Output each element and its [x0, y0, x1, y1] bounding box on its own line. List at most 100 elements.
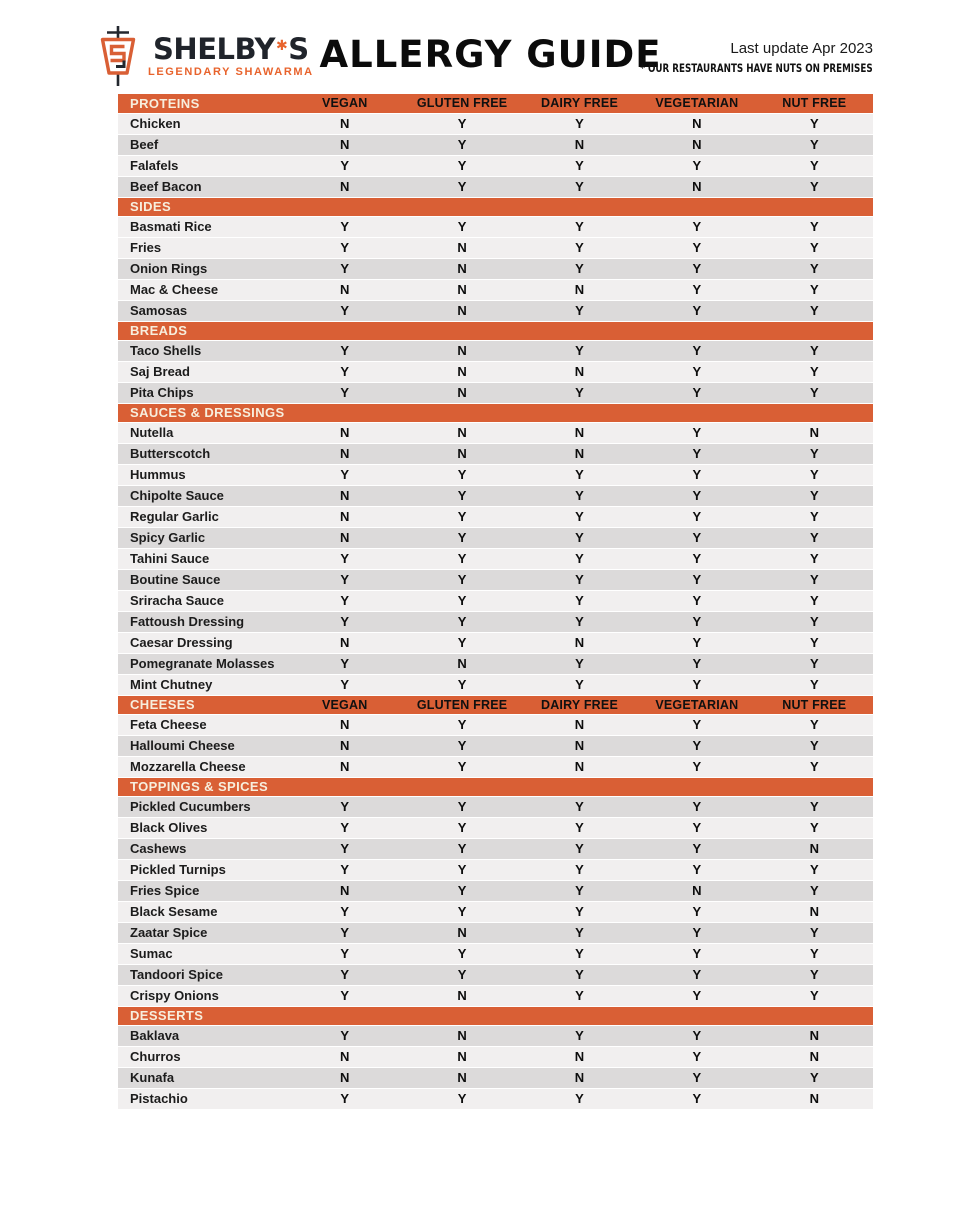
allergy-value: Y — [755, 279, 873, 301]
allergy-value: Y — [755, 943, 873, 965]
allergy-value: Y — [638, 985, 756, 1007]
section-title: BREADS — [118, 321, 873, 341]
allergy-guide-table-wrap: PROTEINS VEGAN GLUTEN FREE DAIRY FREE VEGETA… — [118, 94, 873, 1110]
allergy-value: Y — [638, 796, 756, 818]
section-header-row: SAUCES & DRESSINGS — [118, 403, 873, 423]
allergy-value: Y — [520, 113, 639, 135]
allergy-value: N — [286, 1067, 404, 1089]
allergy-value: Y — [755, 485, 873, 507]
nuts-warning-note: * OUR RESTAURANTS HAVE NUTS ON PREMISES — [640, 61, 873, 75]
allergy-value: Y — [286, 569, 404, 591]
table-row: Boutine Sauce Y Y Y Y Y — [118, 569, 873, 591]
allergy-value: Y — [403, 859, 521, 881]
table-row: Pomegranate Molasses Y N Y Y Y — [118, 653, 873, 675]
allergy-value: Y — [403, 880, 521, 902]
allergy-value: Y — [520, 901, 639, 923]
allergy-value: N — [286, 1046, 404, 1068]
table-row: Chicken N Y Y N Y — [118, 113, 873, 135]
allergy-value: Y — [638, 279, 756, 301]
table-row: Pickled Cucumbers Y Y Y Y Y — [118, 796, 873, 818]
item-name: Sriracha Sauce — [118, 590, 286, 612]
allergy-value: Y — [755, 611, 873, 633]
allergy-value: Y — [286, 340, 404, 362]
item-name: Churros — [118, 1046, 286, 1068]
item-name: Basmati Rice — [118, 216, 286, 238]
allergy-value: Y — [520, 1025, 639, 1047]
allergy-value: Y — [638, 632, 756, 654]
allergy-value: N — [403, 340, 521, 362]
allergy-value: N — [520, 134, 639, 156]
shawarma-spit-icon — [100, 26, 136, 86]
allergy-value: Y — [755, 859, 873, 881]
allergy-value: Y — [286, 922, 404, 944]
allergy-value: N — [755, 901, 873, 923]
allergy-value: Y — [286, 590, 404, 612]
allergy-value: N — [403, 653, 521, 675]
allergy-value: N — [520, 1046, 639, 1068]
table-row: Chipolte Sauce N Y Y Y Y — [118, 485, 873, 507]
allergy-value: Y — [286, 155, 404, 177]
column-header: VEGETARIAN — [638, 695, 756, 715]
table-row: Hummus Y Y Y Y Y — [118, 464, 873, 486]
allergy-value: Y — [403, 735, 521, 757]
item-name: Black Olives — [118, 817, 286, 839]
allergy-value: Y — [755, 113, 873, 135]
allergy-value: N — [520, 279, 639, 301]
allergy-value: N — [286, 443, 404, 465]
item-name: Regular Garlic — [118, 506, 286, 528]
column-header: VEGAN — [286, 94, 404, 114]
allergy-value: N — [520, 756, 639, 778]
allergy-guide-table: PROTEINS VEGAN GLUTEN FREE DAIRY FREE VEGETA… — [118, 94, 873, 1110]
allergy-value: N — [286, 506, 404, 528]
section-title: TOPPINGS & SPICES — [118, 777, 873, 797]
allergy-value: Y — [520, 382, 639, 404]
section-header-row: TOPPINGS & SPICES — [118, 777, 873, 797]
table-row: Basmati Rice Y Y Y Y Y — [118, 216, 873, 238]
item-name: Crispy Onions — [118, 985, 286, 1007]
allergy-value: Y — [638, 422, 756, 444]
item-name: Butterscotch — [118, 443, 286, 465]
allergy-value: Y — [638, 611, 756, 633]
allergy-value: Y — [755, 632, 873, 654]
table-row: Taco Shells Y N Y Y Y — [118, 340, 873, 362]
column-header: DAIRY FREE — [520, 695, 639, 715]
table-row: Nutella N N N Y N — [118, 422, 873, 444]
column-header: VEGAN — [286, 695, 404, 715]
table-row: Fries Spice N Y Y N Y — [118, 880, 873, 902]
allergy-value: Y — [520, 922, 639, 944]
allergy-value: Y — [638, 943, 756, 965]
allergy-value: N — [638, 113, 756, 135]
allergy-value: Y — [638, 838, 756, 860]
allergy-value: Y — [286, 300, 404, 322]
allergy-value: Y — [638, 922, 756, 944]
allergy-value: Y — [286, 1025, 404, 1047]
allergy-value: Y — [755, 361, 873, 383]
allergy-value: Y — [403, 527, 521, 549]
allergy-value: N — [403, 279, 521, 301]
allergy-value: Y — [638, 859, 756, 881]
page-title: ALLERGY GUIDE — [319, 33, 662, 76]
allergy-value: Y — [755, 527, 873, 549]
allergy-value: Y — [403, 506, 521, 528]
item-name: Caesar Dressing — [118, 632, 286, 654]
allergy-value: Y — [403, 155, 521, 177]
column-header: NUT FREE — [755, 695, 873, 715]
allergy-value: Y — [403, 590, 521, 612]
table-row: Falafels Y Y Y Y Y — [118, 155, 873, 177]
allergy-value: N — [286, 756, 404, 778]
table-row: Feta Cheese N Y N Y Y — [118, 714, 873, 736]
allergy-value: N — [755, 422, 873, 444]
column-header: NUT FREE — [755, 94, 873, 114]
allergy-value: Y — [755, 590, 873, 612]
allergy-value: Y — [286, 1088, 404, 1110]
allergy-value: Y — [638, 527, 756, 549]
allergy-value: Y — [638, 1025, 756, 1047]
allergy-value: Y — [286, 901, 404, 923]
allergy-value: Y — [520, 611, 639, 633]
allergy-value: N — [520, 632, 639, 654]
allergy-value: Y — [755, 964, 873, 986]
allergy-value: N — [520, 443, 639, 465]
allergy-value: Y — [755, 506, 873, 528]
allergy-value: Y — [520, 569, 639, 591]
item-name: Halloumi Cheese — [118, 735, 286, 757]
